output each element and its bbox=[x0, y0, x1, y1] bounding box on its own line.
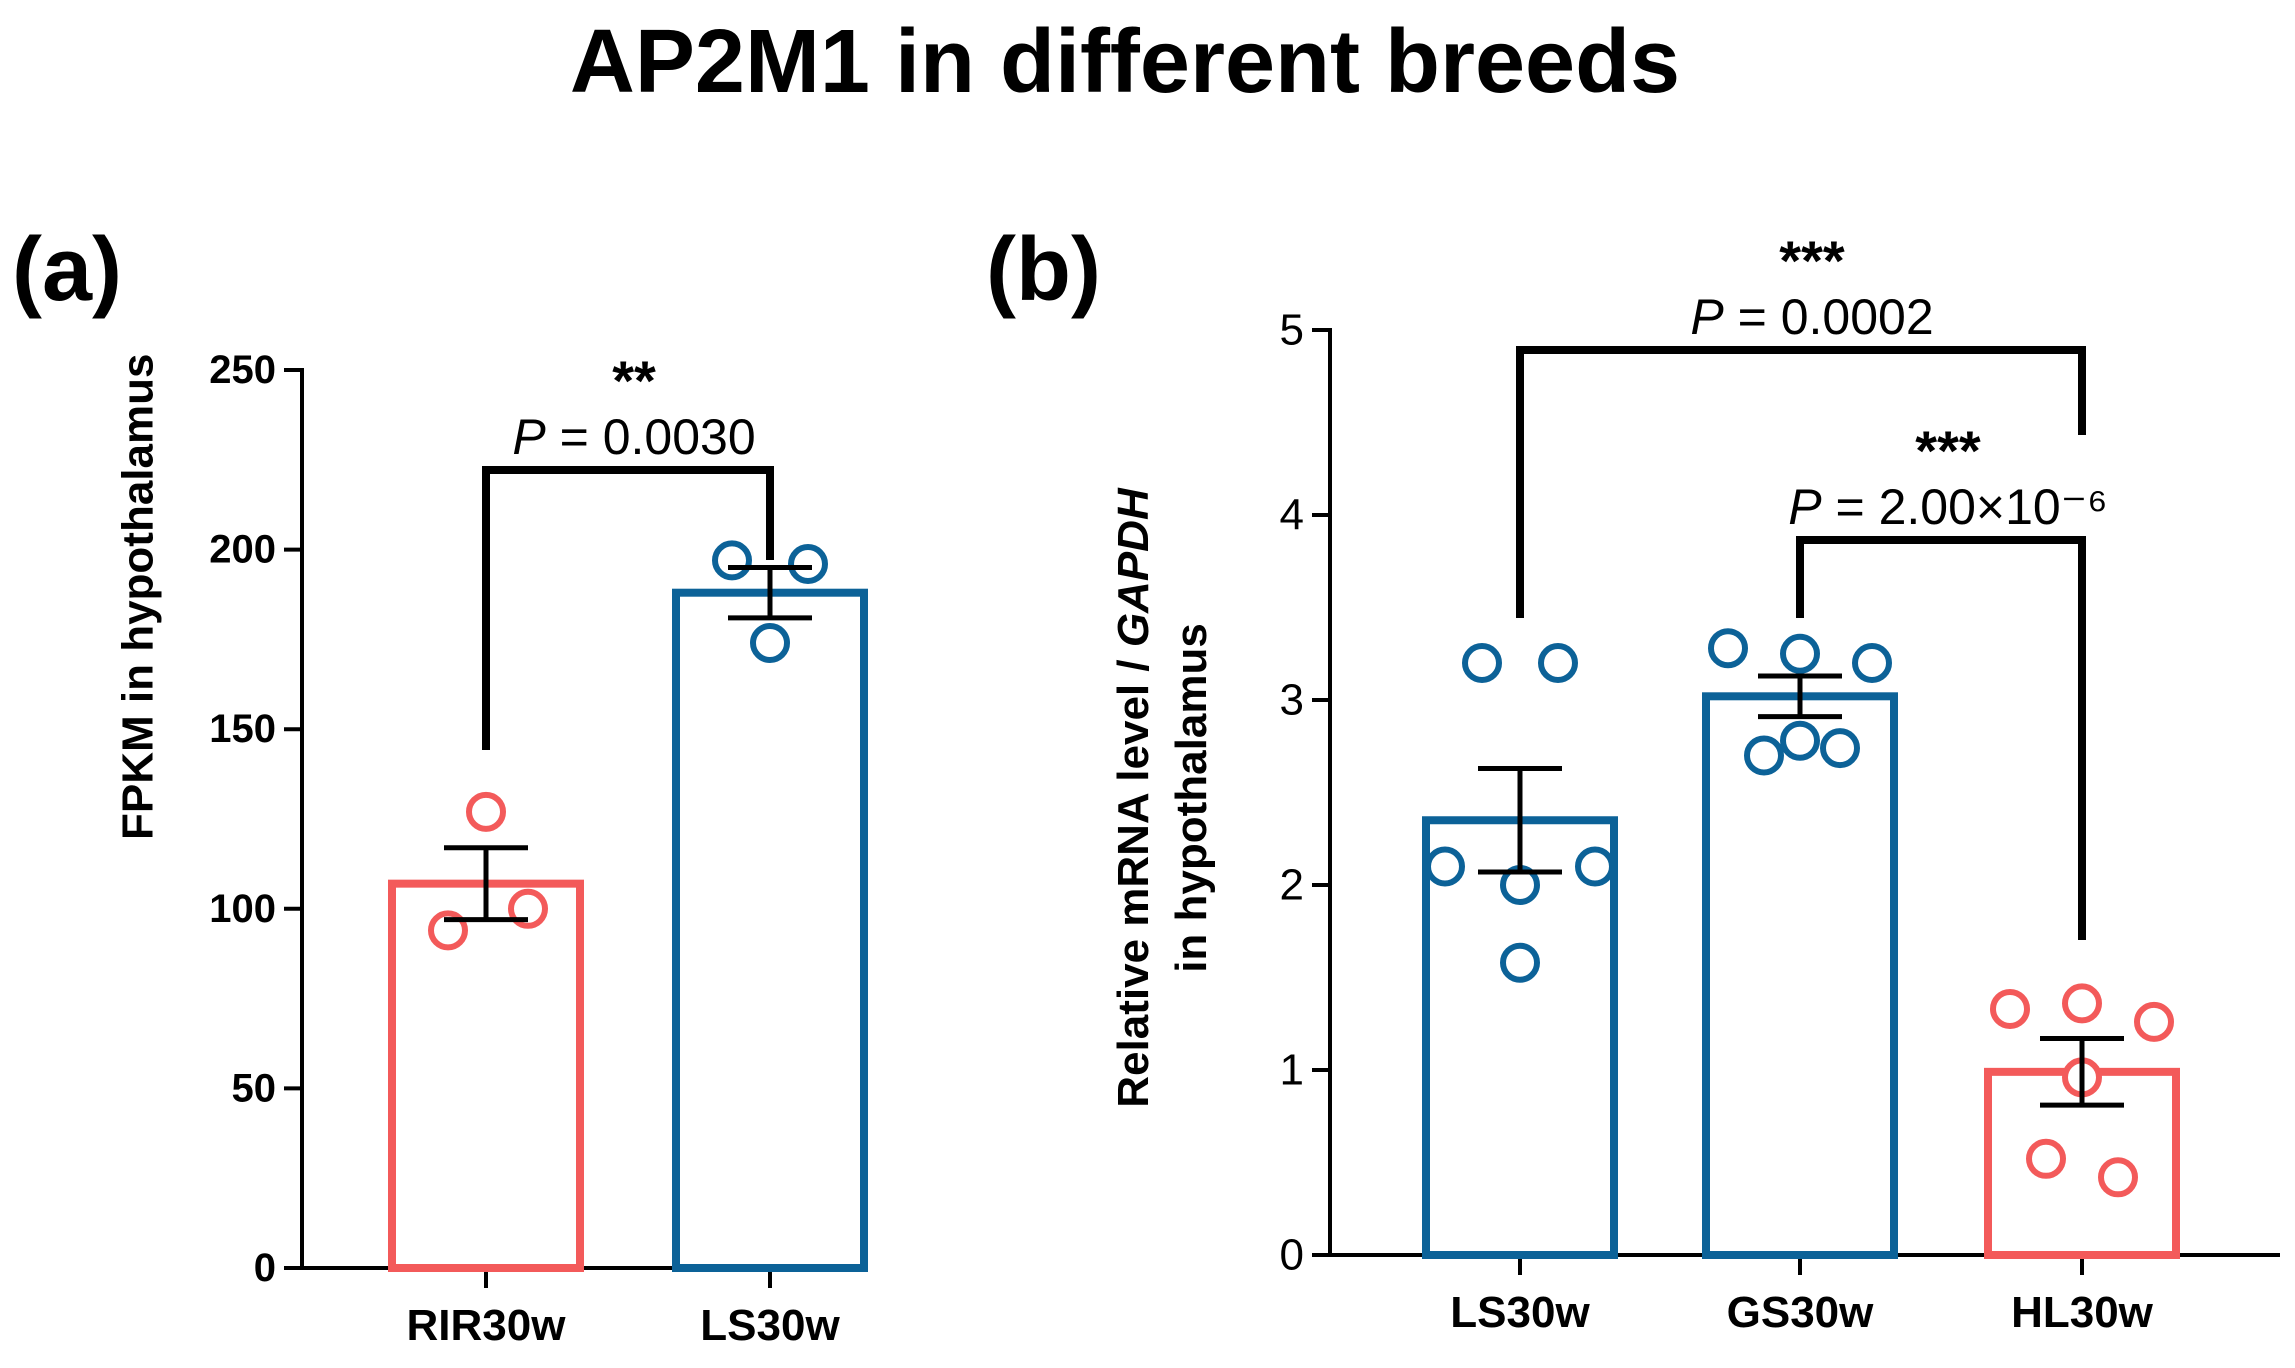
b-data-point bbox=[1462, 643, 1502, 683]
b-significance-bracket bbox=[1796, 536, 2086, 940]
panel-a-axes: 0 50 100 150 200 250 RIR30w LS30w bbox=[209, 348, 868, 1350]
panel-b-y-axis-label: Relative mRNA level / GAPDH in hypothala… bbox=[1109, 487, 1216, 1108]
figure-title: AP2M1 in different breeds bbox=[570, 12, 1680, 112]
panel-a-y-axis-label: FPKM in hypothalamus bbox=[114, 354, 163, 840]
b-data-point bbox=[2026, 1138, 2066, 1179]
a-data-point bbox=[788, 543, 828, 584]
a-y-tick-label: 200 bbox=[209, 528, 276, 572]
a-bar bbox=[672, 588, 868, 1272]
b-y-tick-label: 0 bbox=[1280, 1231, 1304, 1280]
panel-b: (b) Relative mRNA level / GAPDH in hypot… bbox=[986, 220, 2280, 1337]
a-y-tick-label: 250 bbox=[209, 348, 276, 392]
panel-b-label: (b) bbox=[986, 220, 1101, 320]
panel-b-ylabel-line2: in hypothalamus bbox=[1167, 623, 1216, 973]
a-y-tick-label: 100 bbox=[209, 887, 276, 931]
b-data-point bbox=[2098, 1157, 2138, 1198]
a-x-tick-label: LS30w bbox=[700, 1301, 840, 1350]
b-y-tick-label: 1 bbox=[1280, 1046, 1304, 1095]
b-y-tick-label: 3 bbox=[1280, 676, 1304, 725]
b-data-point bbox=[1780, 633, 1820, 674]
panel-b-ylabel-gene: GAPDH bbox=[1109, 487, 1158, 647]
a-significance-stars: ** bbox=[612, 349, 656, 412]
b-data-point bbox=[1708, 628, 1748, 669]
panel-a-error-bars bbox=[444, 565, 812, 923]
b-y-tick-label: 2 bbox=[1280, 861, 1304, 910]
b-p-value: P = 0.0002 bbox=[1690, 289, 1933, 345]
b-p-symbol: P bbox=[1788, 479, 1822, 535]
b-significance-stars: *** bbox=[1779, 229, 1845, 292]
panel-a: (a) FPKM in hypothalamus 0 50 100 150 200 250… bbox=[12, 220, 868, 1350]
b-y-tick-label: 5 bbox=[1280, 306, 1304, 355]
b-p-symbol: P bbox=[1690, 289, 1724, 345]
b-p-text: = 0.0002 bbox=[1724, 289, 1934, 345]
b-data-point bbox=[1780, 720, 1820, 761]
b-data-point bbox=[1500, 942, 1540, 983]
panel-a-ylabel: FPKM in hypothalamus bbox=[114, 354, 163, 840]
a-y-tick-label: 50 bbox=[232, 1066, 277, 1110]
a-p-text: = 0.0030 bbox=[546, 409, 756, 465]
a-y-tick-label: 0 bbox=[254, 1246, 276, 1290]
b-significance-stars: *** bbox=[1915, 419, 1981, 482]
a-data-point bbox=[712, 540, 752, 581]
b-data-point bbox=[1575, 846, 1615, 887]
b-bar bbox=[1702, 692, 1898, 1259]
b-p-text: = 2.00×10⁻⁶ bbox=[1822, 479, 2108, 535]
a-data-point bbox=[750, 622, 790, 663]
a-significance-bracket bbox=[482, 466, 774, 750]
panel-b-ylabel-prefix: Relative mRNA level / bbox=[1109, 647, 1158, 1108]
b-data-point bbox=[1538, 643, 1578, 683]
a-p-value: P = 0.0030 bbox=[512, 409, 755, 465]
b-data-point bbox=[1744, 735, 1784, 776]
a-bar bbox=[388, 879, 584, 1272]
b-data-point bbox=[2134, 1001, 2174, 1042]
b-y-tick-label: 4 bbox=[1280, 491, 1304, 540]
panel-a-comparisons: **P = 0.0030 bbox=[482, 349, 774, 750]
a-x-tick-label: RIR30w bbox=[407, 1301, 567, 1350]
b-data-point bbox=[1852, 643, 1892, 683]
b-data-point bbox=[1425, 846, 1465, 887]
panel-b-comparisons: ***P = 0.0002***P = 2.00×10⁻⁶ bbox=[1516, 229, 2108, 940]
b-data-point bbox=[1990, 988, 2030, 1029]
a-data-point bbox=[466, 791, 506, 832]
a-y-tick-label: 150 bbox=[209, 707, 276, 751]
b-significance-bracket bbox=[1516, 346, 2086, 618]
b-p-value: P = 2.00×10⁻⁶ bbox=[1788, 479, 2107, 535]
b-x-tick-label: LS30w bbox=[1450, 1288, 1590, 1337]
panel-a-label: (a) bbox=[12, 220, 122, 320]
b-data-point bbox=[1820, 728, 1860, 769]
b-x-tick-label: HL30w bbox=[2011, 1288, 2154, 1337]
panel-b-ylabel: Relative mRNA level / GAPDH bbox=[1109, 487, 1158, 1108]
panel-b-bars bbox=[1422, 692, 2180, 1259]
b-x-tick-label: GS30w bbox=[1727, 1288, 1875, 1337]
panel-b-points bbox=[1425, 628, 2174, 1198]
b-data-point bbox=[2062, 983, 2102, 1024]
a-p-symbol: P bbox=[512, 409, 546, 465]
panel-b-error-bars bbox=[1478, 673, 2124, 1108]
